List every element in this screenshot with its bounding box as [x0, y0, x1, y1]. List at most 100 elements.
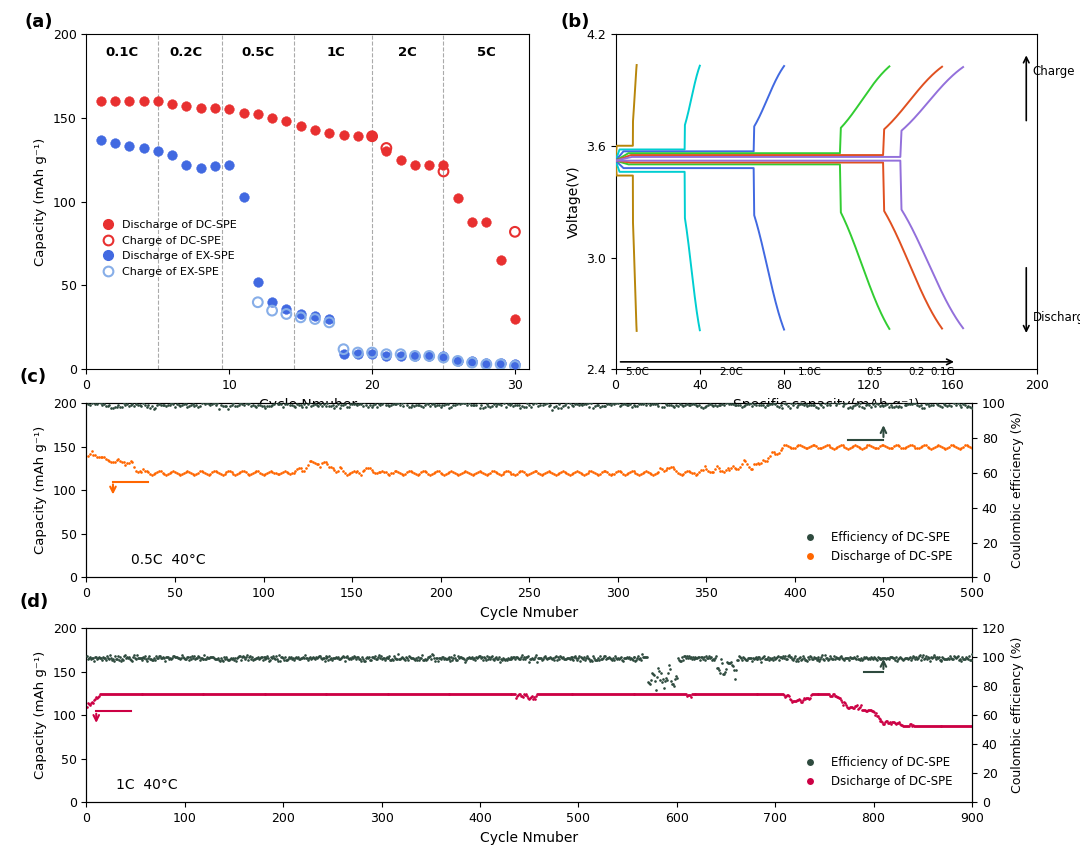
- Point: [374, 650, 391, 664]
- Point: [104, 653, 121, 666]
- Point: [394, 687, 411, 700]
- Point: [278, 115, 295, 128]
- Point: [822, 649, 839, 662]
- Point: [127, 464, 145, 478]
- Point: [370, 649, 388, 662]
- Point: [440, 397, 457, 411]
- Point: [944, 438, 961, 452]
- Point: [619, 687, 636, 700]
- Point: [850, 701, 867, 715]
- Point: [416, 464, 433, 478]
- Point: [941, 719, 958, 733]
- Point: [255, 399, 272, 413]
- Point: [909, 651, 927, 665]
- Point: [562, 468, 579, 481]
- Point: [745, 397, 762, 411]
- Point: [87, 690, 105, 704]
- Point: [283, 650, 300, 664]
- Point: [161, 651, 178, 665]
- Point: [573, 468, 591, 481]
- Point: [726, 399, 743, 413]
- Point: [538, 396, 555, 410]
- Point: [166, 687, 184, 700]
- Point: [631, 468, 648, 481]
- Point: [496, 653, 513, 666]
- Point: [114, 455, 132, 469]
- Point: [814, 648, 832, 661]
- Point: [274, 687, 292, 700]
- Point: [233, 464, 251, 478]
- Point: [740, 397, 757, 411]
- Point: [940, 652, 957, 666]
- Y-axis label: Coulombic efficiency (%): Coulombic efficiency (%): [1011, 637, 1024, 794]
- Point: [459, 398, 476, 412]
- Point: [399, 651, 416, 665]
- Point: [579, 396, 596, 410]
- Point: [665, 679, 683, 693]
- Point: [149, 144, 166, 158]
- Point: [405, 687, 422, 700]
- Point: [234, 106, 252, 120]
- Point: [449, 687, 467, 700]
- Point: [589, 653, 606, 666]
- Point: [335, 398, 352, 412]
- Point: [134, 396, 151, 409]
- Point: [690, 650, 707, 664]
- Point: [325, 651, 342, 665]
- Point: [227, 399, 244, 413]
- Point: [308, 458, 325, 471]
- Point: [849, 652, 866, 666]
- Point: [577, 653, 594, 666]
- Point: [698, 399, 715, 413]
- Point: [758, 652, 775, 666]
- Point: [373, 652, 390, 666]
- Point: [278, 687, 295, 700]
- Point: [597, 399, 615, 413]
- Point: [617, 687, 634, 700]
- Point: [764, 687, 781, 700]
- Point: [894, 653, 912, 666]
- Point: [648, 670, 665, 683]
- Point: [138, 687, 156, 700]
- Point: [539, 651, 556, 665]
- Point: [941, 440, 958, 453]
- Point: [914, 719, 931, 733]
- Point: [310, 687, 327, 700]
- Point: [504, 687, 522, 700]
- Point: [365, 687, 382, 700]
- Point: [523, 653, 540, 666]
- Point: [820, 396, 837, 410]
- Point: [638, 687, 656, 700]
- Point: [147, 653, 164, 666]
- Point: [744, 400, 761, 413]
- Point: [240, 650, 257, 664]
- Point: [455, 652, 472, 666]
- Point: [80, 652, 97, 666]
- Point: [595, 399, 612, 413]
- Point: [792, 397, 809, 411]
- Point: [900, 719, 917, 733]
- Point: [140, 687, 158, 700]
- Point: [704, 652, 721, 666]
- Point: [421, 649, 438, 662]
- X-axis label: Cycle Nmuber: Cycle Nmuber: [259, 397, 356, 412]
- Point: [719, 656, 737, 670]
- Point: [210, 687, 227, 700]
- Point: [150, 464, 167, 478]
- Point: [963, 401, 981, 414]
- Point: [735, 687, 753, 700]
- Point: [177, 397, 194, 411]
- Point: [300, 687, 318, 700]
- Point: [806, 398, 823, 412]
- Point: [897, 441, 915, 454]
- Point: [428, 651, 445, 665]
- Point: [415, 687, 432, 700]
- Point: [245, 652, 262, 666]
- Point: [446, 687, 463, 700]
- Point: [374, 687, 391, 700]
- Point: [548, 649, 565, 663]
- Point: [936, 652, 954, 666]
- Point: [905, 719, 922, 733]
- Point: [499, 687, 516, 700]
- Point: [905, 650, 922, 664]
